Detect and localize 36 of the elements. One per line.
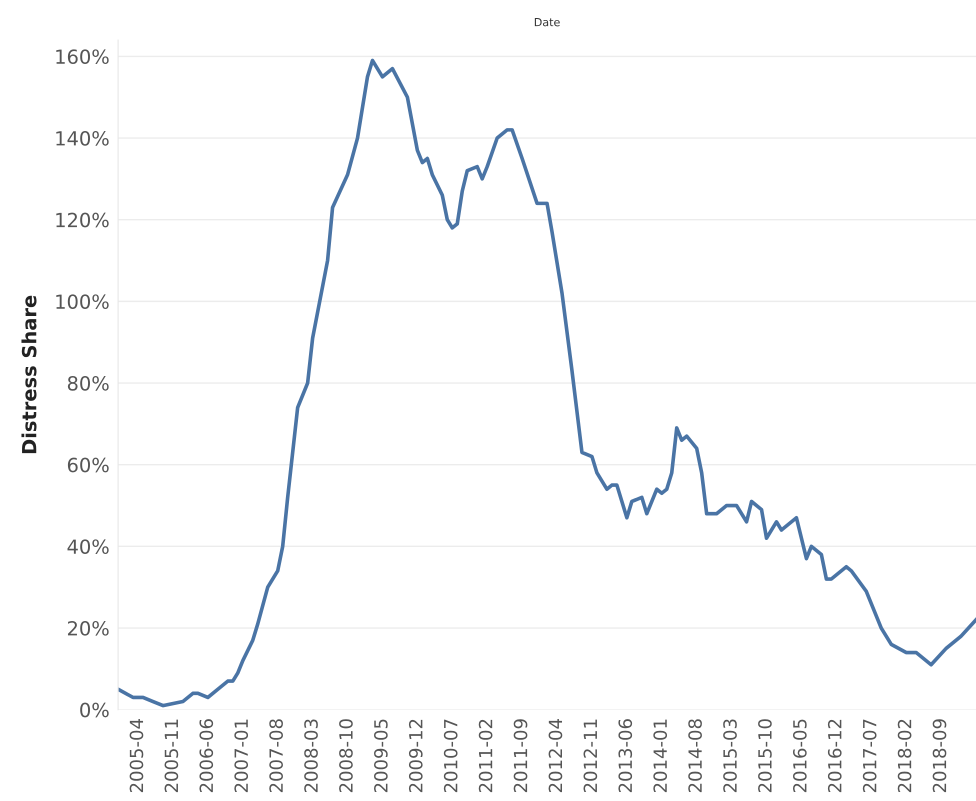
x-tick-label: 2007-08	[269, 719, 283, 792]
x-tick-label: 2009-05	[374, 720, 388, 792]
x-tick-label: 2005-11	[164, 720, 178, 792]
x-tick-label: 2006-06	[199, 719, 214, 792]
y-tick-label: 60%	[68, 458, 109, 472]
x-tick-label: 2013-06	[618, 719, 632, 792]
x-tick-label: 2018-09	[932, 719, 946, 792]
x-tick-label: 2017-07	[862, 720, 876, 792]
x-tick-label: 2009-12	[408, 720, 423, 792]
x-tick-label: 2014-01	[653, 720, 668, 792]
x-tick-label: 2008-03	[304, 719, 318, 792]
x-tick-label: 2012-11	[584, 720, 598, 792]
y-tick-label: 160%	[56, 49, 109, 64]
x-tick-label: 2018-02	[898, 720, 912, 792]
x-tick-label: 2011-09	[514, 719, 528, 792]
x-tick-label: 2015-10	[758, 719, 772, 792]
y-tick-label: 80%	[68, 376, 109, 391]
x-tick-label: 2015-03	[723, 719, 737, 792]
x-tick-label: 2011-02	[478, 720, 492, 792]
x-tick-label: 2010-07	[444, 720, 458, 792]
y-tick-label: 100%	[56, 294, 109, 310]
x-tick-label: 2007-01	[234, 720, 248, 792]
x-tick-label: 2016-05	[793, 720, 807, 792]
y-tick-label: 140%	[56, 131, 109, 146]
x-tick-label: 2005-04	[130, 719, 144, 792]
x-tick-label: 2012-04	[548, 719, 562, 792]
line-series	[118, 58, 976, 708]
y-axis-title: Distress Share	[21, 296, 37, 454]
x-tick-label: 2014-08	[688, 719, 702, 792]
x-tick-label: 2016-12	[828, 720, 842, 792]
x-tick-label: 2008-10	[339, 719, 353, 792]
y-tick-label: 120%	[56, 212, 109, 228]
x-axis-title: Date	[534, 18, 560, 26]
y-tick-label: 20%	[68, 620, 109, 636]
y-tick-label: 0%	[80, 702, 109, 718]
y-tick-label: 40%	[67, 539, 109, 554]
